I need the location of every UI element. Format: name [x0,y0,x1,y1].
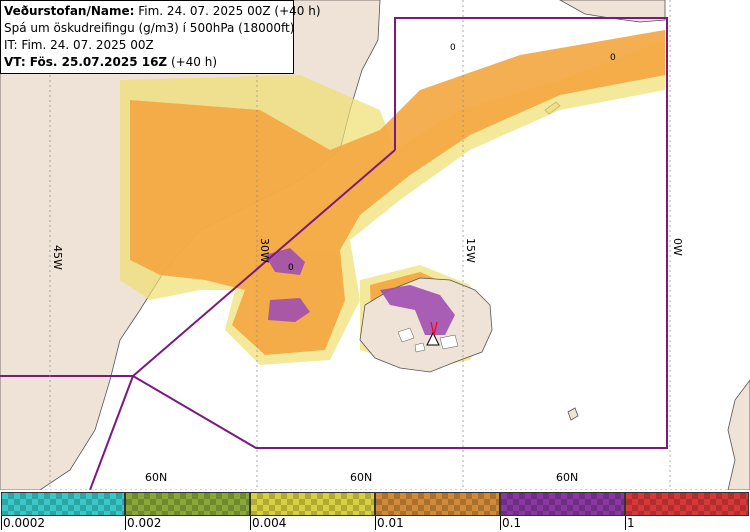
legend-segment-4 [375,492,500,516]
legend-tick-label: 1 [627,516,635,530]
initial-time: IT: Fim. 24. 07. 2025 00Z [4,38,154,52]
latitude-label-60n-1: 60N [145,471,167,484]
contour-label-1: 0 [450,43,456,53]
concentration-legend: 0.0002 0.002 0.004 0.01 0.1 1 [0,490,750,532]
issuer-label: Veðurstofan/Name: [4,4,135,18]
faroe-islands [567,407,579,421]
contour-label-3: 0 [288,263,294,273]
issuer-line: Veðurstofan/Name: Fim. 24. 07. 2025 00Z … [4,3,321,20]
northeast-land [559,0,666,23]
legend-tick-label: 0.0002 [3,516,45,530]
forecast-description: Spá um öskudreifingu (g/m3) í 500hPa (18… [4,21,295,35]
legend-segment-2 [125,492,250,516]
norway-coast [727,379,750,490]
graticule [0,0,750,490]
legend-tick-label: 0.004 [252,516,287,530]
issuer-value: Fim. 24. 07. 2025 00Z (+40 h) [134,4,321,18]
ash-dispersion-map: 45W 30W 15W 0W 60N 60N 60N 0 0 0 [0,0,750,490]
iceland-glaciers [397,327,459,353]
legend-tick-label: 0.1 [502,516,522,530]
ash-plume-high [265,248,455,335]
legend-tick-label: 0.002 [127,516,162,530]
valid-time-line: VT: Fös. 25.07.2025 16Z (+40 h) [4,54,290,71]
legend-segment-3 [250,492,375,516]
legend-segment-5 [500,492,625,516]
legend-segment-1 [1,492,125,516]
longitude-label-30w: 30W [258,238,271,263]
legend-tick-label: 0.01 [377,516,404,530]
longitude-label-15w: 15W [464,238,477,263]
forecast-info-box: Veðurstofan/Name: Fim. 24. 07. 2025 00Z … [0,0,321,74]
advisory-region-border [0,17,668,490]
longitude-label-45w: 45W [51,245,64,270]
warning-triangle-icon [426,321,440,346]
valid-time-offset: (+40 h) [167,55,218,69]
latitude-label-60n-2: 60N [350,471,372,484]
legend-segment-6 [625,492,749,516]
latitude-label-60n-3: 60N [556,471,578,484]
valid-time-label: VT: Fös. 25.07.2025 16Z [4,55,168,69]
longitude-label-0w: 0W [671,238,684,256]
contour-label-2: 0 [610,53,616,63]
